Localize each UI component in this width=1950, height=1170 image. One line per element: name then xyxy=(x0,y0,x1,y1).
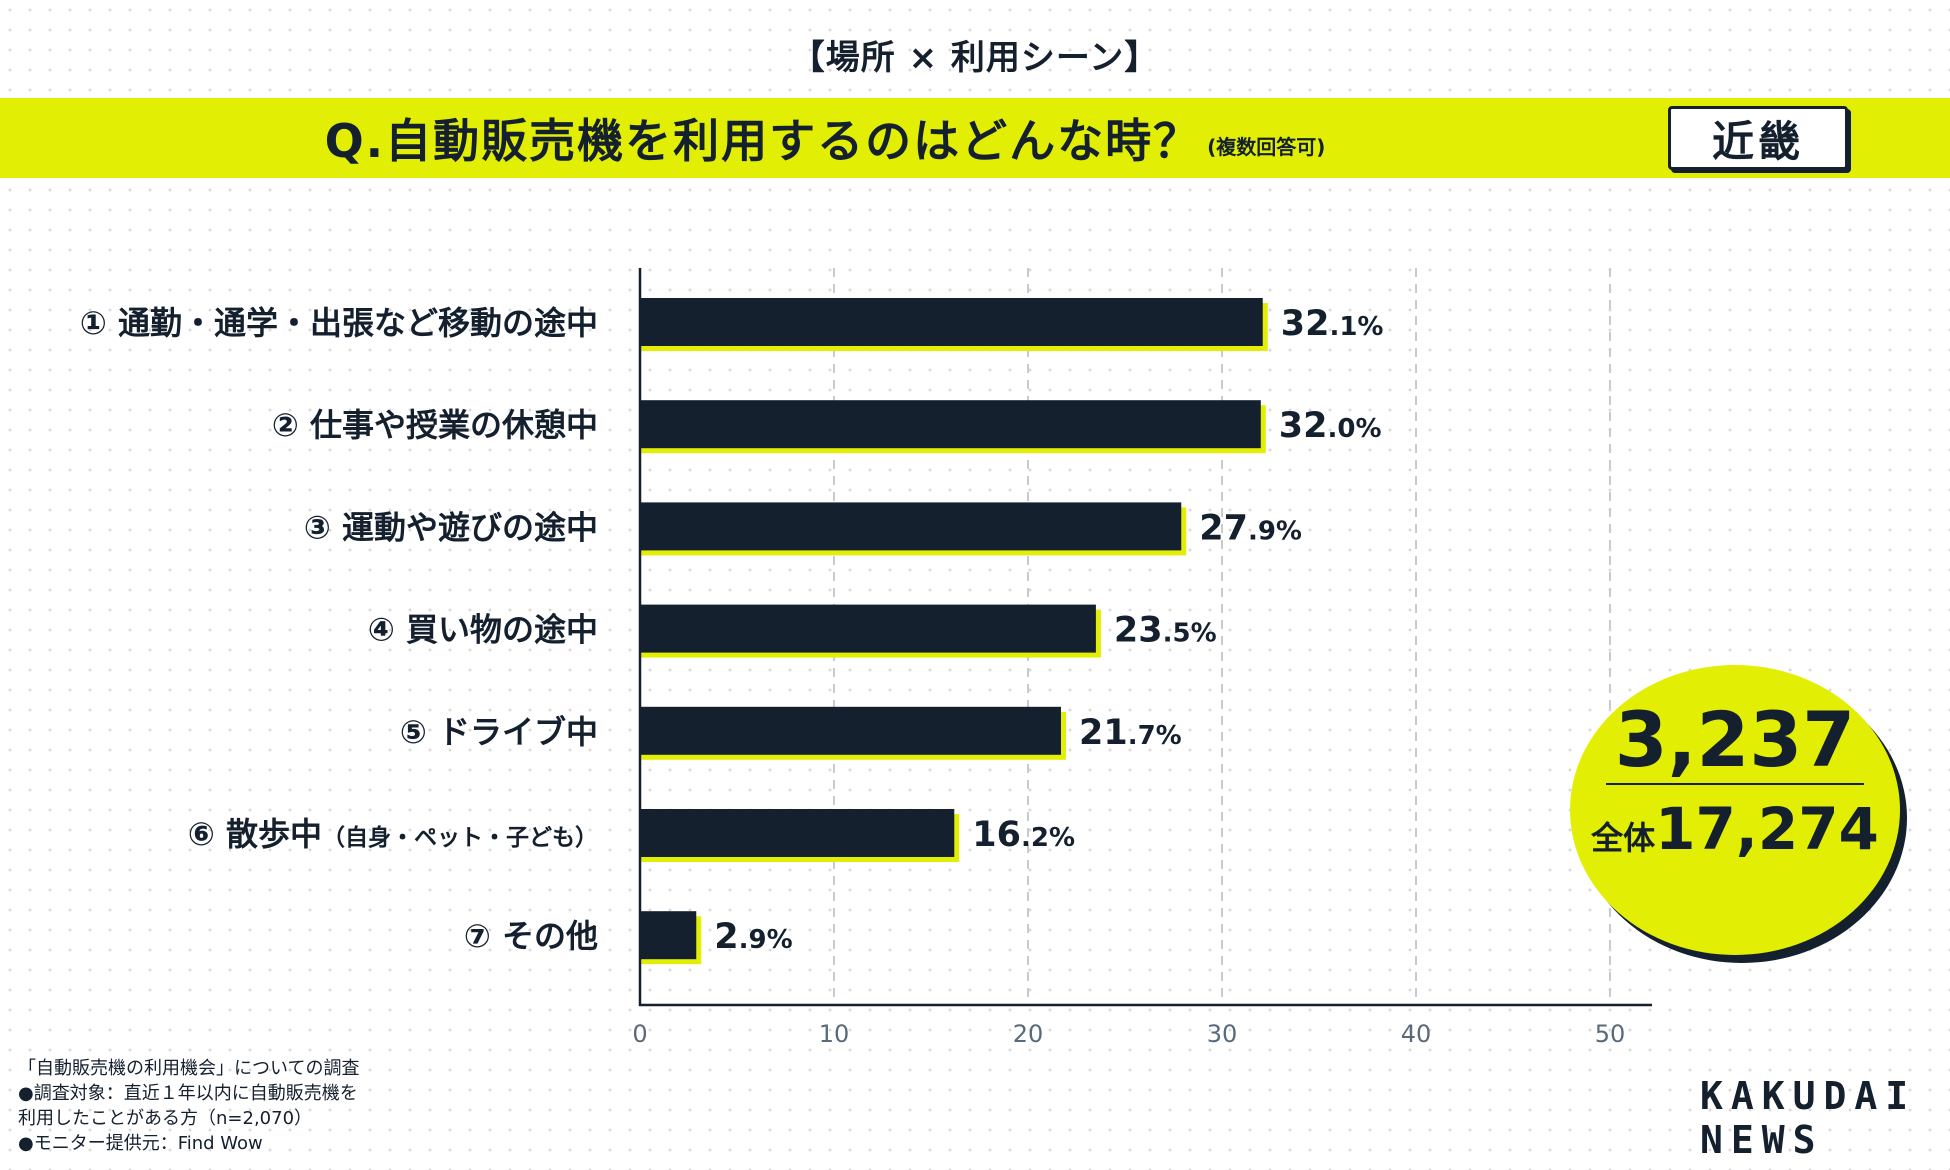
question-text: Q.自動販売機を利用するのはどんな時？ xyxy=(324,114,1202,168)
question-band: Q.自動販売機を利用するのはどんな時？ (複数回答可) 近畿 xyxy=(0,98,1950,178)
total-sample-count: 17,274 xyxy=(1655,795,1879,863)
value-label: 27.9% xyxy=(1199,508,1302,548)
bar xyxy=(640,809,955,857)
bar xyxy=(640,911,697,960)
footnote-line: ●調査対象：直近１年以内に自動販売機を xyxy=(18,1083,358,1104)
kakudai-news-logo: KAKUDAI NEWS xyxy=(1700,1074,1916,1162)
x-tick-label: 40 xyxy=(1401,1020,1432,1048)
sample-divider xyxy=(1606,783,1864,785)
sample-size-badge: 3,237 全体17,274 xyxy=(1570,665,1900,955)
value-label: 32.0% xyxy=(1279,406,1382,446)
bar xyxy=(640,706,1061,755)
x-tick-label: 10 xyxy=(819,1020,850,1048)
question: Q.自動販売機を利用するのはどんな時？ (複数回答可) xyxy=(0,98,1650,178)
value-label: 23.5% xyxy=(1114,611,1217,651)
bar xyxy=(640,502,1182,551)
category-label: ⑦ その他 xyxy=(464,917,598,955)
value-label: 21.7% xyxy=(1079,713,1182,753)
x-tick-label: 20 xyxy=(1013,1020,1044,1048)
footnotes: 「自動販売機の利用機会」についての調査 ●調査対象：直近１年以内に自動販売機を … xyxy=(18,1056,359,1156)
x-tick-label: 0 xyxy=(632,1020,647,1048)
category-label: ⑤ ドライブ中 xyxy=(400,713,598,751)
region-badge: 近畿 xyxy=(1668,106,1848,170)
category-label: ① 通勤・通学・出張など移動の途中 xyxy=(80,304,598,342)
category-label: ④ 買い物の途中 xyxy=(368,611,598,649)
category-label: ⑥ 散歩中（自身・ペット・子ども） xyxy=(188,815,598,853)
total-sample: 全体17,274 xyxy=(1570,795,1900,863)
logo-line: NEWS xyxy=(1700,1118,1824,1162)
category-label: ③ 運動や遊びの途中 xyxy=(304,508,598,546)
chart-subtitle: 【場所 × 利用シーン】 xyxy=(790,38,1160,78)
x-tick-label: 50 xyxy=(1595,1020,1626,1048)
x-tick-label: 30 xyxy=(1207,1020,1238,1048)
value-label: 16.2% xyxy=(972,815,1075,855)
footnote-line: 「自動販売機の利用機会」についての調査 xyxy=(18,1058,360,1079)
footnote-line: ●モニター提供元：Find Wow xyxy=(18,1133,263,1154)
value-label: 32.1% xyxy=(1281,304,1384,344)
value-label: 2.9% xyxy=(714,917,792,957)
region-sample-count: 3,237 xyxy=(1614,695,1856,784)
bar xyxy=(640,400,1261,449)
category-label: ② 仕事や授業の休憩中 xyxy=(272,406,598,444)
logo-line: KAKUDAI xyxy=(1700,1074,1917,1118)
question-note: (複数回答可) xyxy=(1207,134,1326,159)
footnote-line: 利用したことがある方（n=2,070） xyxy=(18,1108,313,1129)
bar xyxy=(640,298,1263,346)
total-sample-label: 全体 xyxy=(1591,819,1656,857)
bar xyxy=(640,604,1096,653)
